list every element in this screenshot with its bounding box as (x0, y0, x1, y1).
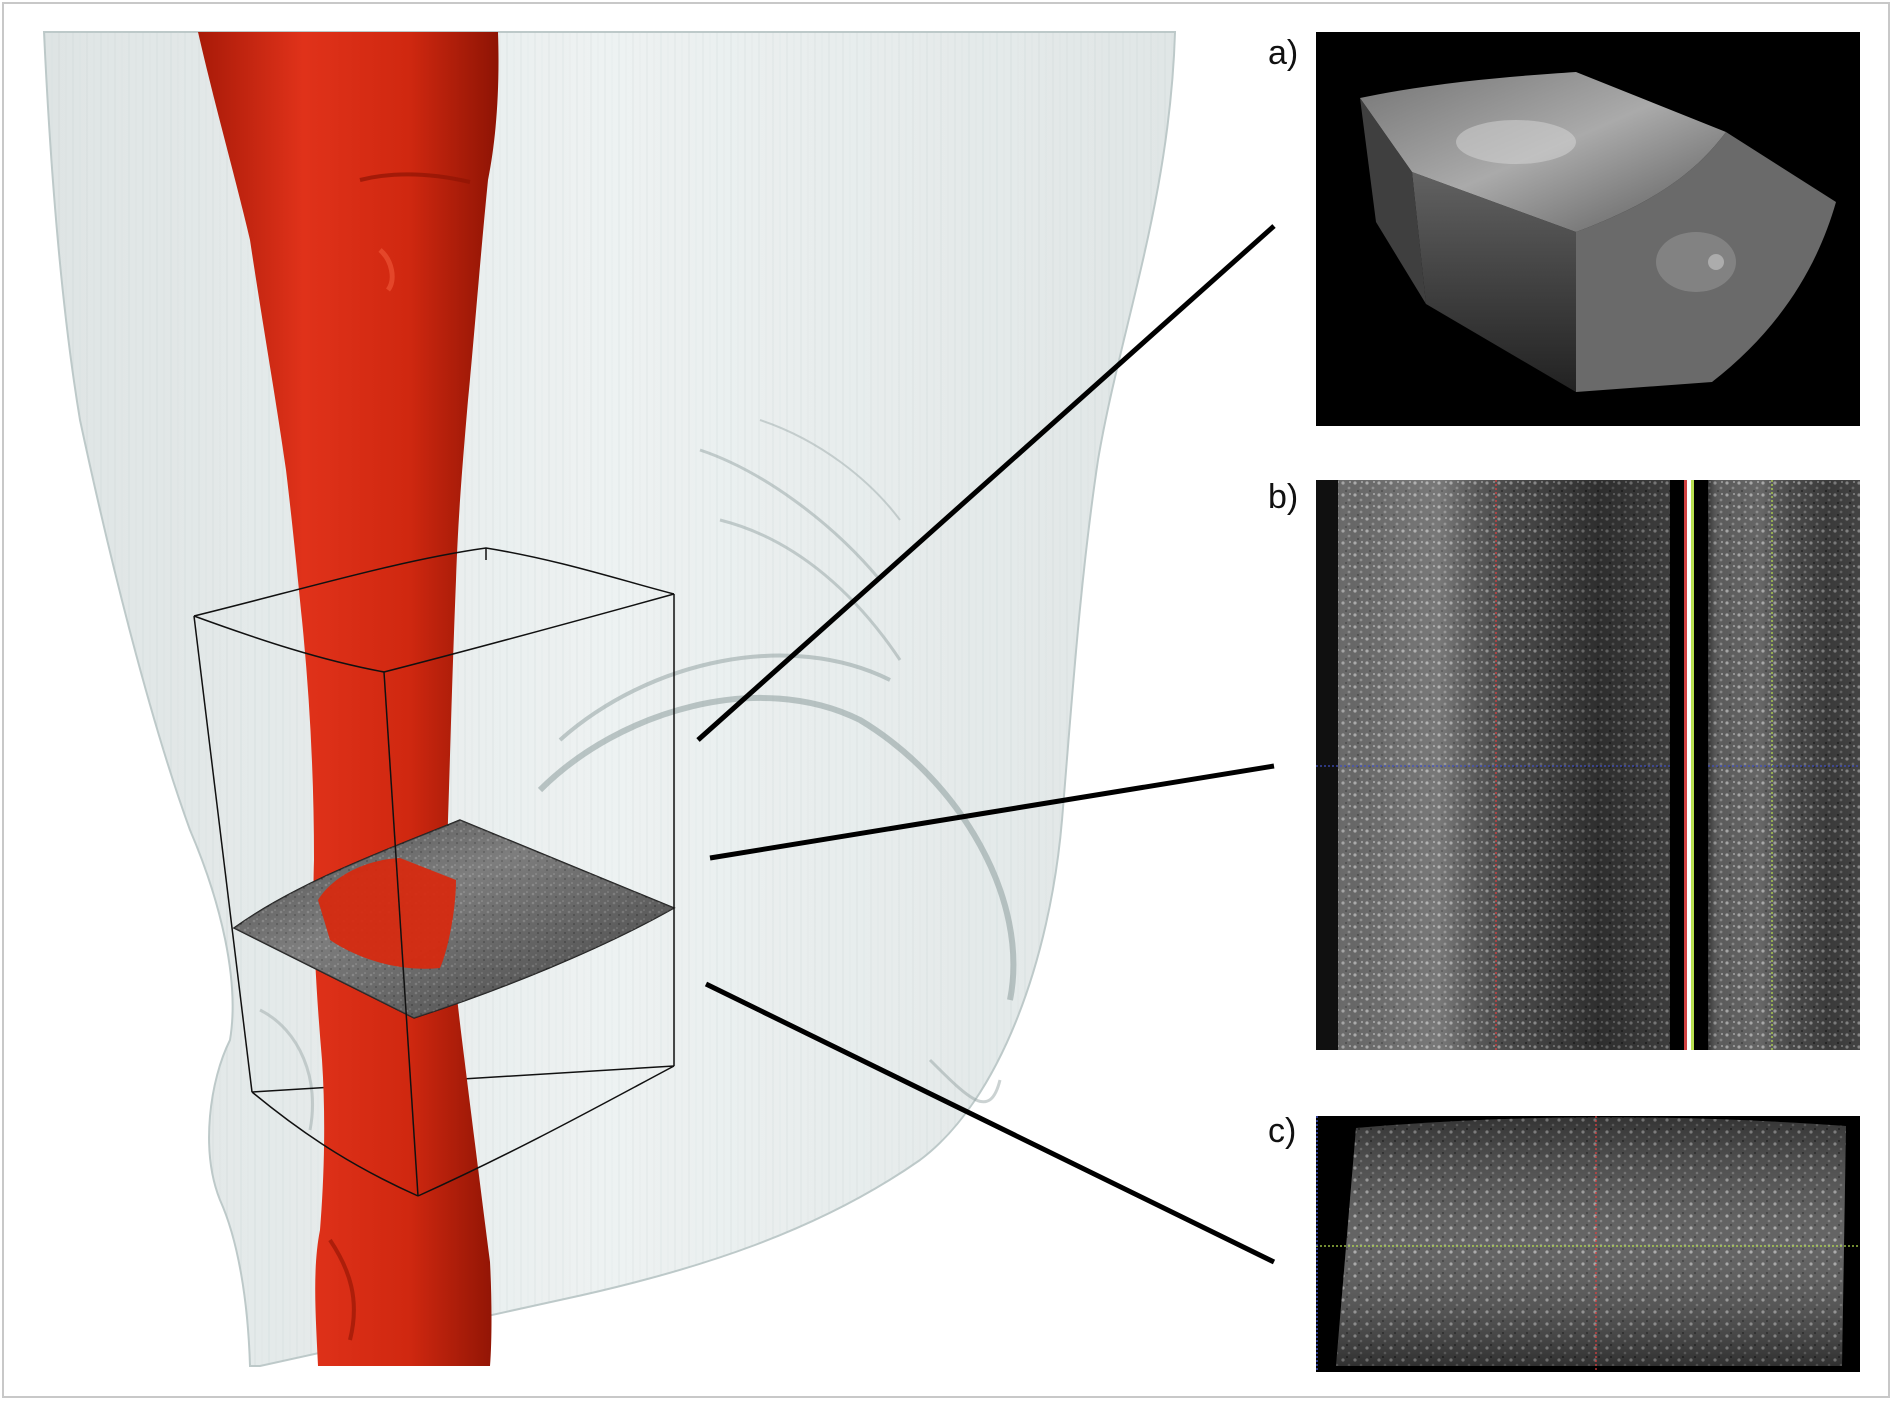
panel-label-a: a) (1268, 34, 1299, 72)
tissue-surface (42, 31, 1177, 1367)
volume-bounding-box-front (193, 547, 675, 1197)
transverse-slice-image (1316, 1116, 1860, 1372)
ultrasound-slice-plane (232, 819, 676, 1019)
panel-label-b: b) (1268, 478, 1299, 516)
connector-line-b (709, 763, 1275, 861)
connector-line-c (704, 981, 1276, 1265)
inset-b-slice-views (1316, 480, 1860, 1050)
longitudinal-slices-image (1316, 480, 1860, 1050)
panel-label-c: c) (1268, 1112, 1297, 1150)
inset-a-volume-render (1316, 32, 1860, 426)
volume-render-image (1360, 72, 1836, 392)
connector-lines (696, 224, 1276, 1265)
inset-c-transverse-view (1316, 1116, 1860, 1372)
connector-line-a (696, 224, 1276, 742)
